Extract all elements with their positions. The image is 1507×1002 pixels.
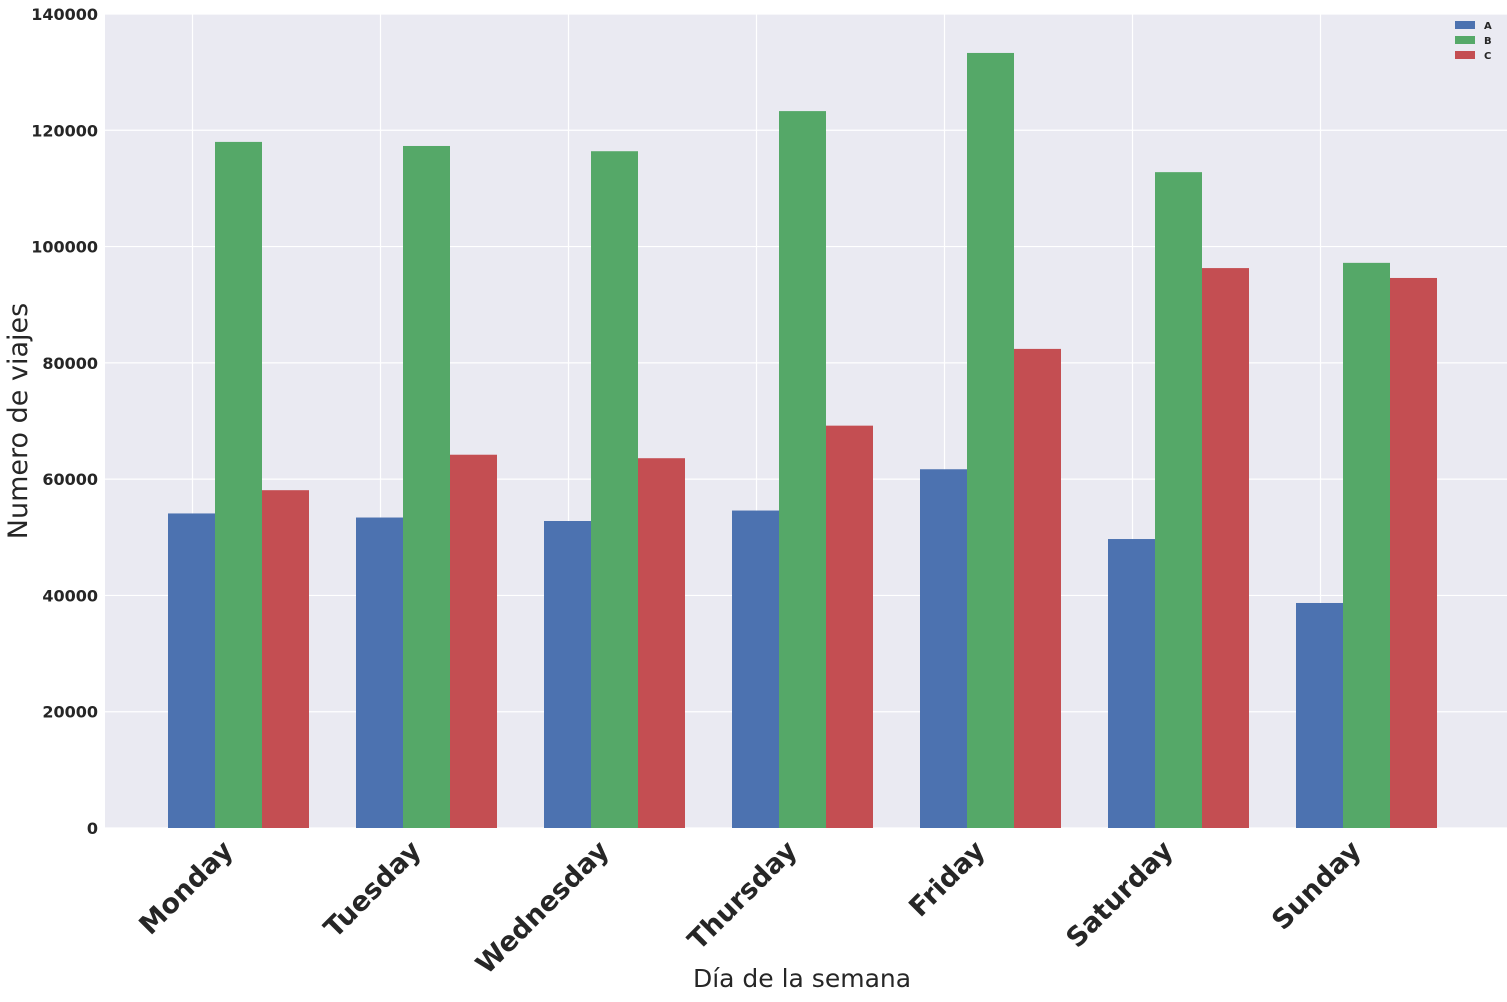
bar-A-monday: [168, 513, 215, 828]
bar-C-tuesday: [450, 454, 497, 828]
bars: [168, 52, 1437, 829]
y-tick-label: 140000: [31, 5, 98, 24]
legend: ABC: [1455, 21, 1492, 62]
y-tick-label: 20000: [42, 703, 98, 722]
bar-C-wednesday: [638, 458, 685, 828]
x-tick-label-tuesday: Tuesday: [318, 835, 427, 944]
legend-label-c: C: [1484, 51, 1491, 62]
y-tick-labels: 0 20000 40000 60000 80000 100000 120000 140000: [31, 5, 98, 838]
y-tick-label: 120000: [31, 121, 98, 140]
x-tick-label-sunday: Sunday: [1266, 835, 1368, 937]
y-tick-label: 80000: [42, 354, 98, 373]
bar-C-saturday: [1202, 268, 1249, 828]
bar-B-thursday: [779, 111, 826, 828]
y-axis-label: Numero de viajes: [3, 303, 34, 539]
bar-B-saturday: [1155, 172, 1202, 829]
y-tick-label: 0: [87, 819, 98, 838]
legend-swatch-a: [1455, 21, 1475, 29]
x-tick-label-thursday: Thursday: [682, 835, 804, 957]
bar-C-friday: [1014, 348, 1061, 828]
x-tick-label-saturday: Saturday: [1060, 835, 1179, 954]
bar-A-wednesday: [544, 521, 591, 828]
y-tick-label: 60000: [42, 470, 98, 489]
legend-swatch-b: [1455, 36, 1475, 44]
x-tick-labels: Monday Tuesday Wednesday Thursday Friday Satu…: [133, 835, 1367, 981]
bar-B-tuesday: [403, 145, 450, 829]
bar-A-friday: [920, 469, 967, 828]
legend-label-b: B: [1484, 36, 1492, 47]
bar-C-sunday: [1390, 277, 1437, 828]
x-tick-label-wednesday: Wednesday: [470, 835, 616, 981]
bar-C-monday: [262, 490, 309, 828]
legend-swatch-c: [1455, 51, 1475, 59]
bar-B-wednesday: [591, 151, 638, 828]
y-tick-label: 40000: [42, 586, 98, 605]
y-tick-label: 100000: [31, 238, 98, 257]
bar-A-tuesday: [356, 517, 403, 828]
bar-B-monday: [215, 141, 262, 828]
bar-A-sunday: [1296, 602, 1343, 828]
x-axis-label: Día de la semana: [693, 964, 911, 993]
bar-C-thursday: [826, 425, 873, 828]
legend-label-a: A: [1484, 21, 1492, 32]
bar-B-sunday: [1343, 262, 1390, 828]
bar-A-thursday: [732, 510, 779, 828]
bar-A-saturday: [1108, 539, 1155, 828]
x-tick-label-friday: Friday: [903, 835, 991, 923]
bar-B-friday: [967, 52, 1014, 829]
x-tick-label-monday: Monday: [133, 835, 239, 941]
